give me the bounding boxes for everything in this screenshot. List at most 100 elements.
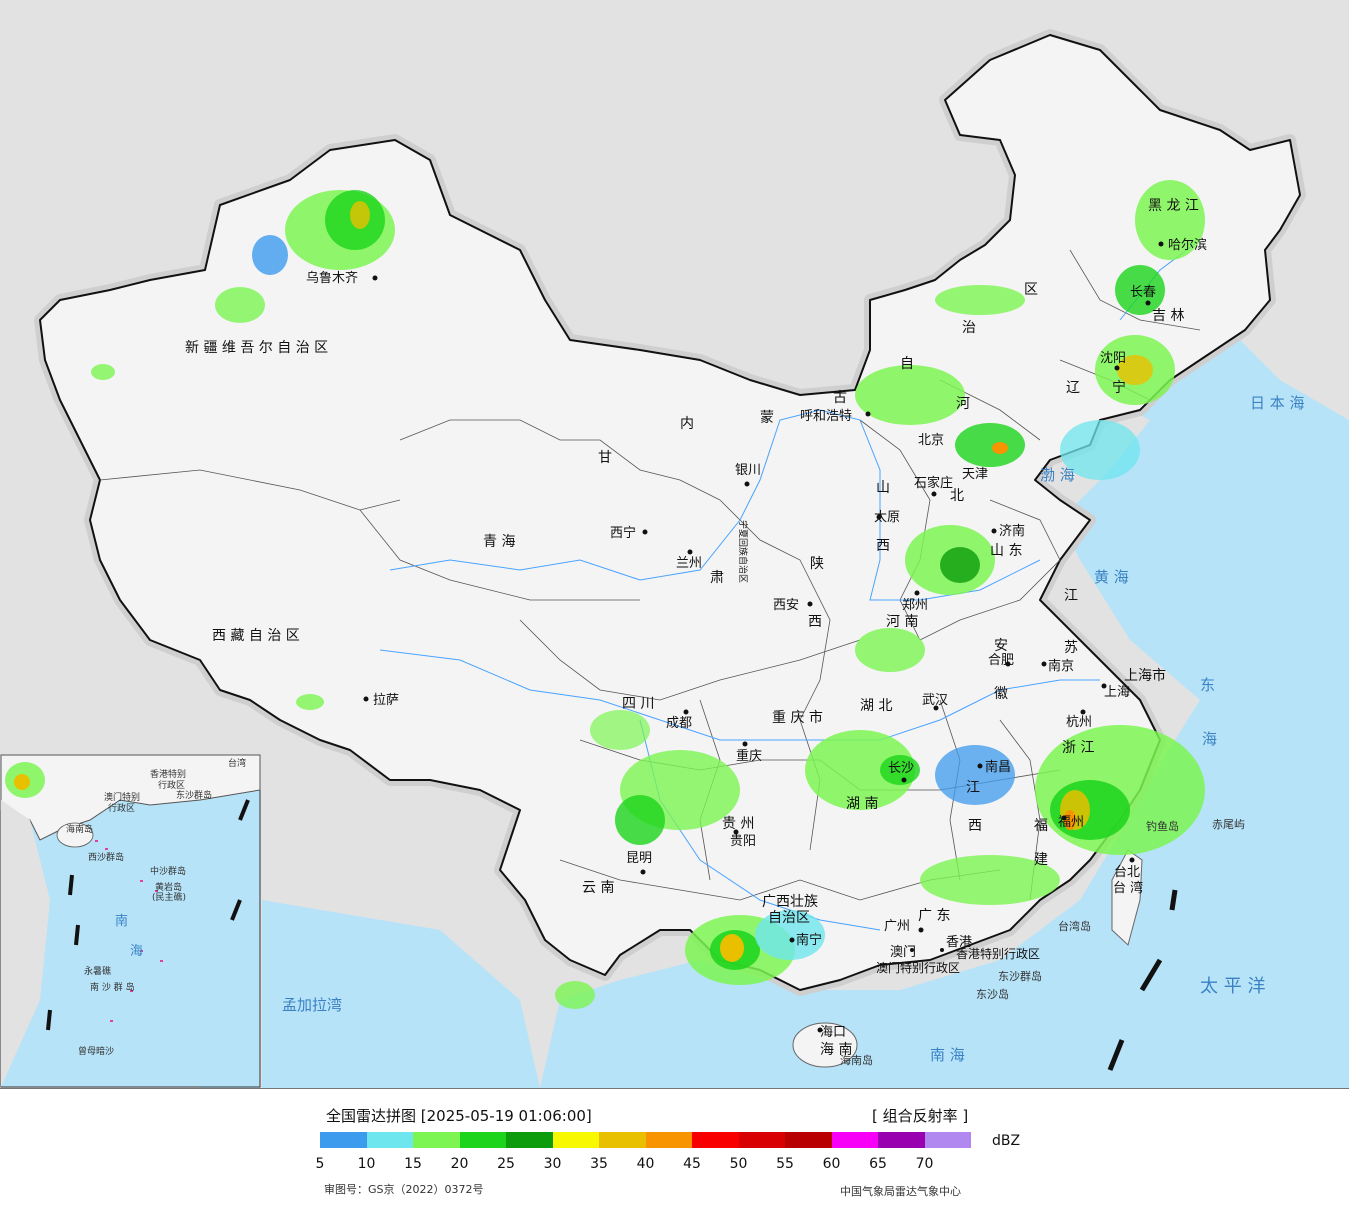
- color-swatch: [692, 1132, 739, 1148]
- region-label: 自: [900, 356, 914, 372]
- city-label: 西宁: [610, 525, 636, 541]
- scale-tick-label: 70: [915, 1156, 934, 1172]
- scale-tick-label: 45: [683, 1156, 701, 1172]
- region-label: 广 东: [918, 908, 950, 924]
- city-label: 重庆: [736, 748, 762, 764]
- city-label: 兰州: [676, 556, 702, 571]
- region-label: 陕: [810, 556, 824, 572]
- city-label: 广州: [884, 919, 910, 934]
- scale-tick-label: 20: [450, 1156, 469, 1172]
- scale-tick-label: 55: [776, 1156, 794, 1172]
- color-swatch: [599, 1132, 646, 1148]
- sea-label: 渤 海: [1040, 466, 1075, 484]
- region-label: 贵 州: [722, 816, 754, 832]
- scale-tick-label: 30: [543, 1156, 562, 1172]
- inset-label: 行政区: [108, 802, 135, 814]
- sea-label: 太 平 洋: [1200, 976, 1265, 997]
- region-label: 区: [1024, 282, 1038, 298]
- region-label: 建: [1034, 852, 1048, 868]
- inset-label: 台湾: [228, 757, 246, 769]
- region-label: 上海市: [1124, 667, 1166, 684]
- city-label: 福州: [1058, 815, 1084, 830]
- region-label: 蒙: [760, 410, 774, 426]
- region-label: 辽: [1066, 380, 1080, 396]
- special-region-label: 澳门特别行政区: [876, 960, 960, 975]
- inset-label: 南 沙 群 岛: [90, 981, 135, 993]
- region-label: 宁: [1112, 379, 1126, 396]
- region-label: 西: [808, 614, 822, 630]
- region-label: 苏: [1064, 640, 1078, 656]
- inset-label: 行政区: [158, 779, 185, 791]
- city-label: 杭州: [1066, 715, 1092, 730]
- region-label: 宁夏回族自治区: [737, 520, 749, 583]
- city-label: 武汉: [922, 693, 948, 708]
- region-label: 福: [1034, 818, 1048, 834]
- inset-label: 海南岛: [66, 823, 93, 835]
- city-label: 西安: [773, 598, 799, 613]
- region-label: 湖 北: [860, 698, 892, 714]
- color-scale-ticks: 5 10 15 20 25 30 35 40 45 50 55 60 65 70: [0, 1156, 1349, 1174]
- scale-tick-label: 5: [315, 1156, 325, 1172]
- city-label: 银川: [735, 463, 761, 478]
- region-label: 山 东: [990, 543, 1022, 559]
- color-swatch: [924, 1132, 971, 1148]
- region-label: 广西壮族: [762, 894, 818, 910]
- city-labels: 乌鲁木齐 拉萨 西宁 兰州 银川 呼和浩特 哈尔滨 长春 沈阳 石家庄 太原 济…: [306, 237, 1207, 1040]
- color-swatch: [831, 1132, 878, 1148]
- region-label: 云 南: [582, 880, 614, 896]
- island-label: 海南岛: [840, 1053, 873, 1067]
- inset-label: 南: [115, 913, 128, 929]
- region-label: 西 藏 自 治 区: [212, 628, 300, 644]
- city-label: 长沙: [888, 761, 914, 776]
- inset-label: 中沙群岛: [150, 865, 186, 877]
- legend-panel: 全国雷达拼图 [2025-05-19 01:06:00] [ 组合反射率 ] d…: [0, 1088, 1349, 1209]
- region-label: 黑 龙 江: [1148, 198, 1199, 214]
- special-region-label: 香港特别行政区: [956, 946, 1040, 961]
- color-swatch: [645, 1132, 692, 1148]
- ocean-west: [262, 900, 540, 1088]
- region-label: 西: [968, 818, 982, 834]
- city-label: 南宁: [796, 932, 822, 948]
- special-region-labels: 香港特别行政区 澳门特别行政区: [876, 946, 1040, 975]
- inset-label: 黄岩岛: [155, 881, 182, 893]
- city-label: 成都: [666, 716, 692, 731]
- inset-label: 东沙群岛: [176, 789, 212, 801]
- color-swatch: [459, 1132, 506, 1148]
- island-label: 赤尾屿: [1212, 818, 1245, 831]
- region-label: 自治区: [768, 910, 810, 926]
- color-swatch: [738, 1132, 785, 1148]
- legend-product: [ 组合反射率 ]: [872, 1107, 969, 1125]
- map-approval-number: 审图号：GS京（2022）0372号: [324, 1183, 484, 1196]
- sea-label: 南 海: [930, 1046, 965, 1064]
- city-label: 拉萨: [373, 693, 399, 708]
- color-swatch: [785, 1132, 832, 1148]
- city-label: 合肥: [988, 653, 1014, 668]
- city-label: 石家庄: [914, 475, 953, 491]
- inset-label: 西沙群岛: [88, 851, 124, 863]
- region-label: 北京: [918, 433, 944, 448]
- island-label: 台湾岛: [1058, 919, 1091, 933]
- color-swatch: [878, 1132, 925, 1148]
- region-label: 河: [956, 396, 970, 412]
- sea-boundary-dashes: [1107, 889, 1178, 1071]
- hainan-island: [792, 1022, 858, 1068]
- region-label: 治: [962, 320, 976, 336]
- scale-tick-label: 10: [357, 1156, 376, 1172]
- city-label: 海口: [820, 1025, 846, 1040]
- legend-title: 全国雷达拼图 [2025-05-19 01:06:00]: [326, 1107, 592, 1125]
- region-label: 重 庆 市: [772, 709, 823, 726]
- ocean: [540, 290, 1349, 1088]
- region-label: 海 南: [820, 1042, 852, 1058]
- region-label: 徽: [994, 686, 1008, 702]
- sea-label: 黄 海: [1094, 568, 1129, 586]
- city-label: 长春: [1130, 285, 1156, 300]
- inset-label: (民主礁): [152, 891, 186, 903]
- city-label: 香港: [946, 935, 972, 950]
- inset-label: 曾母暗沙: [78, 1045, 114, 1057]
- region-label: 吉 林: [1152, 308, 1184, 324]
- city-label: 沈阳: [1100, 351, 1126, 366]
- city-label: 呼和浩特: [800, 409, 852, 424]
- color-swatch: [506, 1132, 553, 1148]
- taiwan-island: [1111, 849, 1143, 946]
- region-label: 湖 南: [846, 796, 878, 812]
